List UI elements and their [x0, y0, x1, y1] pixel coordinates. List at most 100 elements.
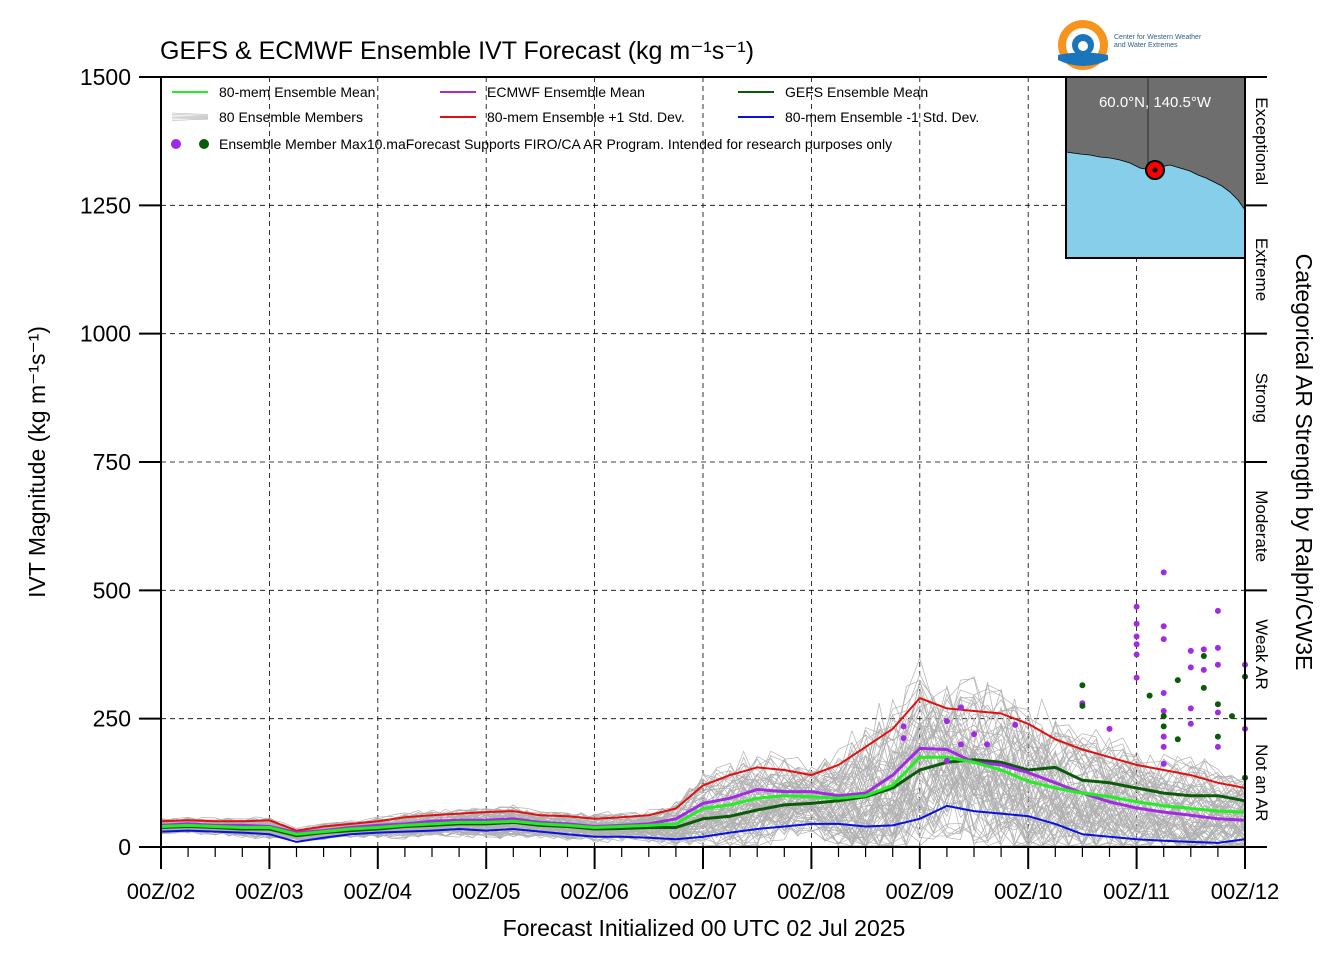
right-axis-label: Categorical AR Strength by Ralph/CW3E	[1291, 254, 1317, 671]
inset-map: 60.0°N, 140.5°W	[1065, 76, 1246, 259]
member-max-point-gefs	[1079, 682, 1086, 689]
y-tick-label: 750	[93, 449, 131, 475]
member-max-points	[900, 569, 1248, 781]
category-label: Moderate	[1252, 490, 1271, 562]
y-axis: 0 250 500 750 1000 1250 1500	[80, 64, 161, 860]
x-tick-label: 00Z/06	[560, 879, 629, 904]
x-tick-label: 00Z/07	[669, 879, 738, 904]
member-max-point-ecmwf	[1106, 725, 1113, 732]
inset-frame	[1065, 76, 1246, 259]
y-tick-label: 0	[118, 834, 131, 860]
member-max-point-ecmwf	[1200, 646, 1207, 653]
ensemble-member-line	[160, 751, 1246, 847]
member-max-point-ecmwf	[1187, 705, 1194, 712]
member-max-point-ecmwf	[943, 718, 950, 725]
y-tick-label: 1500	[80, 64, 131, 90]
member-max-point-ecmwf	[1133, 633, 1140, 640]
logo-line-1: Center for Western Weather	[1114, 34, 1202, 41]
y-axis-label: IVT Magnitude (kg m⁻¹s⁻¹)	[24, 326, 50, 598]
member-max-point-ecmwf	[1160, 733, 1167, 740]
location-marker-center	[1152, 167, 1158, 173]
y-tick-label: 1000	[80, 321, 131, 347]
legend-swatch-members	[171, 118, 209, 121]
legend-swatch-members	[171, 117, 209, 120]
member-max-point-ecmwf	[1214, 644, 1221, 651]
member-max-point-ecmwf	[1187, 720, 1194, 727]
ensemble-member-line	[160, 722, 1246, 833]
member-max-point-ecmwf	[1160, 636, 1167, 643]
member-max-point-gefs	[1174, 677, 1181, 684]
member-max-point-ecmwf	[1133, 674, 1140, 681]
member-max-point-ecmwf	[1187, 647, 1194, 654]
series-line-80-mem-ensemble-1-std-dev-	[160, 804, 1246, 844]
x-tick-label: 00Z/05	[452, 879, 521, 904]
member-max-point-ecmwf	[1160, 760, 1167, 767]
legend-label: ECMWF Ensemble Mean	[487, 84, 645, 100]
series-lines	[160, 697, 1246, 844]
x-tick-label: 00Z/10	[994, 879, 1063, 904]
legend: 80-mem Ensemble Mean ECMWF Ensemble Mean G…	[171, 84, 979, 152]
member-max-point-ecmwf	[1160, 743, 1167, 750]
category-label: Strong	[1252, 373, 1271, 423]
logo-line-2: and Water Extremes	[1114, 42, 1178, 49]
x-tick-label: 00Z/09	[886, 879, 955, 904]
member-max-point-ecmwf	[1133, 603, 1140, 610]
ensemble-member-line	[160, 696, 1246, 832]
legend-label: GEFS Ensemble Mean	[785, 84, 928, 100]
x-tick-label: 00Z/04	[344, 879, 413, 904]
x-axis: 00Z/02 00Z/03 00Z/04 00Z/05 00Z/06 00Z/07 00Z/…	[127, 847, 1280, 904]
category-label: Weak AR	[1252, 619, 1271, 690]
member-max-point-ecmwf	[957, 741, 964, 748]
member-max-point-gefs	[1160, 713, 1167, 720]
member-max-point-ecmwf	[1133, 641, 1140, 648]
legend-swatch-members	[171, 112, 209, 115]
category-label: Not an AR	[1252, 744, 1271, 822]
member-max-point-gefs	[1079, 702, 1086, 709]
member-max-point-gefs	[1200, 653, 1207, 660]
category-label: Extreme	[1252, 238, 1271, 301]
member-max-point-ecmwf	[957, 704, 964, 711]
legend-max-note: Ensemble Member Max10.maForecast Support…	[219, 136, 892, 152]
series-line-80-mem-ensemble-mean	[160, 755, 1246, 836]
member-max-point-gefs	[1214, 733, 1221, 740]
member-max-point-gefs	[1200, 684, 1207, 691]
member-max-point-ecmwf	[1012, 721, 1019, 728]
member-max-point-ecmwf	[943, 757, 950, 764]
legend-label: 80-mem Ensemble Mean	[219, 84, 375, 100]
legend-swatch-members	[171, 114, 209, 116]
member-max-point-ecmwf	[1133, 620, 1140, 627]
member-max-point-ecmwf	[1160, 569, 1167, 576]
member-max-point-ecmwf	[1200, 666, 1207, 673]
x-tick-label: 00Z/11	[1103, 879, 1170, 904]
y-tick-label: 1250	[80, 192, 131, 218]
member-max-point-ecmwf	[1214, 607, 1221, 614]
right-category-axis: Not an AR Weak AR Moderate Strong Extreme Exc…	[1245, 76, 1271, 848]
category-label: Exceptional	[1252, 97, 1271, 185]
member-max-point-ecmwf	[984, 741, 991, 748]
member-max-point-ecmwf	[1133, 651, 1140, 658]
legend-label: 80 Ensemble Members	[219, 109, 363, 125]
member-max-point-ecmwf	[971, 731, 977, 738]
x-tick-label: 00Z/08	[777, 879, 846, 904]
legend-ecmwf-max-dot	[171, 139, 181, 149]
legend-gefs-max-dot	[199, 139, 209, 149]
inset-land	[1065, 76, 1246, 212]
chart-title: GEFS & ECMWF Ensemble IVT Forecast (kg m…	[160, 37, 754, 65]
x-tick-label: 00Z/12	[1211, 879, 1280, 904]
logo-text: Center for Western Weather and Water Ext…	[1114, 34, 1201, 50]
member-max-point-gefs	[1160, 723, 1167, 730]
member-max-point-gefs	[1228, 713, 1235, 720]
y-tick-label: 250	[93, 706, 131, 732]
member-max-point-gefs	[1146, 692, 1153, 699]
member-max-point-gefs	[1214, 701, 1221, 708]
member-max-point-gefs	[1174, 736, 1181, 743]
logo-drop-highlight	[1078, 41, 1088, 51]
member-max-point-ecmwf	[900, 723, 907, 730]
member-max-point-ecmwf	[1214, 709, 1221, 716]
legend-label: 80-mem Ensemble -1 Std. Dev.	[785, 109, 979, 125]
logo-wave-icon	[1058, 52, 1108, 66]
inset-location-label: 60.0°N, 140.5°W	[1099, 94, 1212, 111]
member-max-point-ecmwf	[1187, 664, 1194, 671]
x-tick-label: 00Z/03	[235, 879, 304, 904]
